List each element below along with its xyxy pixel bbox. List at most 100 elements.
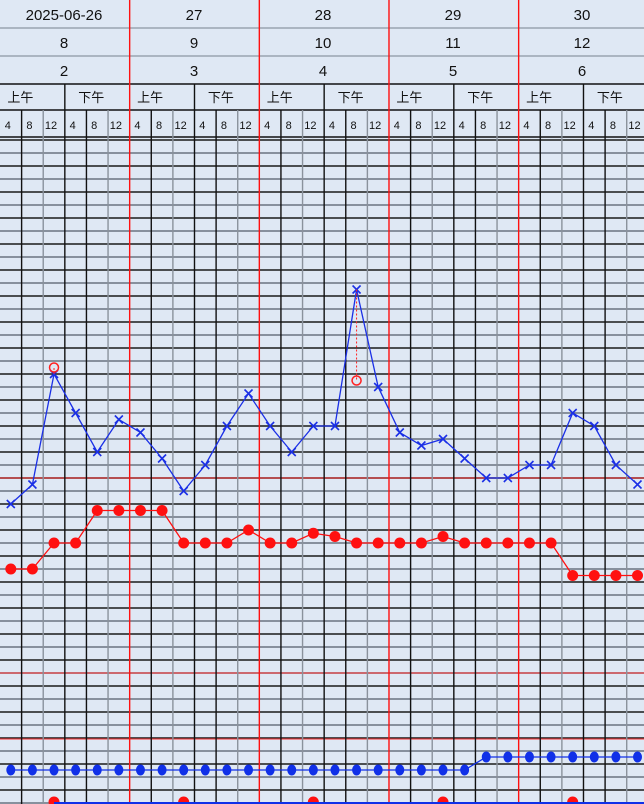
hour-label: 12 xyxy=(369,120,381,132)
hour-label: 12 xyxy=(110,120,122,132)
respiration-point xyxy=(114,764,124,776)
pulse-point xyxy=(632,570,644,581)
hour-label: 4 xyxy=(199,120,205,132)
respiration-point xyxy=(546,751,556,763)
hour-label: 8 xyxy=(286,120,292,132)
half-day-label: 上午 xyxy=(267,90,293,105)
date-label: 29 xyxy=(445,7,462,24)
respiration-point xyxy=(589,751,599,763)
hour-label: 8 xyxy=(221,120,227,132)
respiration-point xyxy=(460,764,470,776)
pulse-point xyxy=(394,537,406,549)
pulse-point xyxy=(286,537,298,549)
temperature-point xyxy=(71,408,81,418)
pulse-point xyxy=(178,537,190,549)
hour-label: 12 xyxy=(45,120,57,132)
hour-label: 12 xyxy=(175,120,187,132)
temperature-point xyxy=(503,473,513,483)
pulse-point xyxy=(5,563,17,575)
hour-label: 4 xyxy=(134,120,140,132)
row2-label: 8 xyxy=(60,35,68,52)
hour-label: 4 xyxy=(523,120,529,132)
temperature-point xyxy=(114,414,124,425)
hour-label: 8 xyxy=(545,120,551,132)
half-day-label: 下午 xyxy=(78,90,104,105)
respiration-point xyxy=(157,764,167,776)
respiration-point xyxy=(135,764,145,776)
pulse-point xyxy=(156,505,168,516)
respiration-point xyxy=(481,751,491,763)
temperature-point xyxy=(157,453,167,464)
chart-header: 2025-06-26 27 28 29 30 8 9 10 11 12 2 3 … xyxy=(26,7,591,80)
temperature-point xyxy=(546,460,556,470)
pulse-point xyxy=(567,570,579,581)
hour-label: 8 xyxy=(480,120,486,132)
respiration-point xyxy=(244,764,254,776)
time-header: 上午 下午 4 8 12 4 8 12 上午 下午 4 8 12 4 8 12 上午 下午 4 8 12 4 8 12 上午 下午… xyxy=(5,90,641,132)
pulse-point xyxy=(523,537,535,549)
row2-label: 9 xyxy=(190,35,198,52)
date-label: 28 xyxy=(315,7,332,24)
temperature-point xyxy=(373,382,383,392)
pulse-point xyxy=(502,537,514,549)
pulse-point xyxy=(480,537,492,549)
hour-label: 4 xyxy=(588,120,594,132)
temperature-point xyxy=(460,453,470,464)
pulse-point xyxy=(26,563,38,575)
hour-label: 12 xyxy=(628,120,640,132)
temperature-point xyxy=(287,447,297,457)
pulse-point xyxy=(351,537,363,549)
hour-label: 8 xyxy=(610,120,616,132)
temperature-point xyxy=(568,408,578,418)
temperature-point xyxy=(6,499,16,509)
half-day-label: 下午 xyxy=(338,90,364,105)
respiration-point xyxy=(395,764,405,776)
temperature-point xyxy=(416,440,426,451)
hour-label: 12 xyxy=(239,120,251,132)
respiration-point xyxy=(524,751,534,763)
hour-label: 4 xyxy=(329,120,335,132)
hour-label: 4 xyxy=(264,120,270,132)
temperature-point xyxy=(135,427,146,438)
retest-temperature-point xyxy=(351,375,362,386)
date-label: 30 xyxy=(574,7,591,24)
respiration-point xyxy=(200,764,210,776)
half-day-label: 下午 xyxy=(208,90,234,105)
hour-label: 8 xyxy=(415,120,421,132)
respiration-point xyxy=(373,764,383,776)
half-day-label: 上午 xyxy=(7,90,33,105)
row3-label: 5 xyxy=(449,63,457,80)
respiration-point xyxy=(568,751,578,763)
half-day-label: 上午 xyxy=(396,90,422,105)
respiration-point xyxy=(352,764,362,776)
row2-label: 12 xyxy=(574,35,591,52)
hour-label: 12 xyxy=(564,120,576,132)
pulse-point xyxy=(459,537,471,549)
temperature-point xyxy=(92,447,102,457)
respiration-point xyxy=(27,764,37,776)
temperature-point xyxy=(589,421,599,431)
pulse-point xyxy=(545,537,557,549)
respiration-point xyxy=(330,764,340,776)
temperature-point xyxy=(265,421,275,431)
chart-marks xyxy=(5,284,644,804)
temperature-point xyxy=(438,434,448,444)
date-label: 27 xyxy=(186,7,203,24)
temperature-point xyxy=(481,473,491,483)
hour-label: 8 xyxy=(91,120,97,132)
pulse-point xyxy=(415,537,427,549)
respiration-point xyxy=(633,751,643,763)
row3-label: 6 xyxy=(578,63,586,80)
row2-label: 10 xyxy=(315,35,332,52)
pulse-point xyxy=(264,537,276,549)
hour-label: 4 xyxy=(5,120,11,132)
hour-label: 8 xyxy=(26,120,32,132)
row3-label: 3 xyxy=(190,63,198,80)
half-day-label: 下午 xyxy=(467,90,493,105)
hour-label: 12 xyxy=(499,120,511,132)
pulse-point xyxy=(221,537,233,549)
pulse-point xyxy=(134,505,146,516)
half-day-label: 上午 xyxy=(526,90,552,105)
temperature-line xyxy=(10,289,638,505)
